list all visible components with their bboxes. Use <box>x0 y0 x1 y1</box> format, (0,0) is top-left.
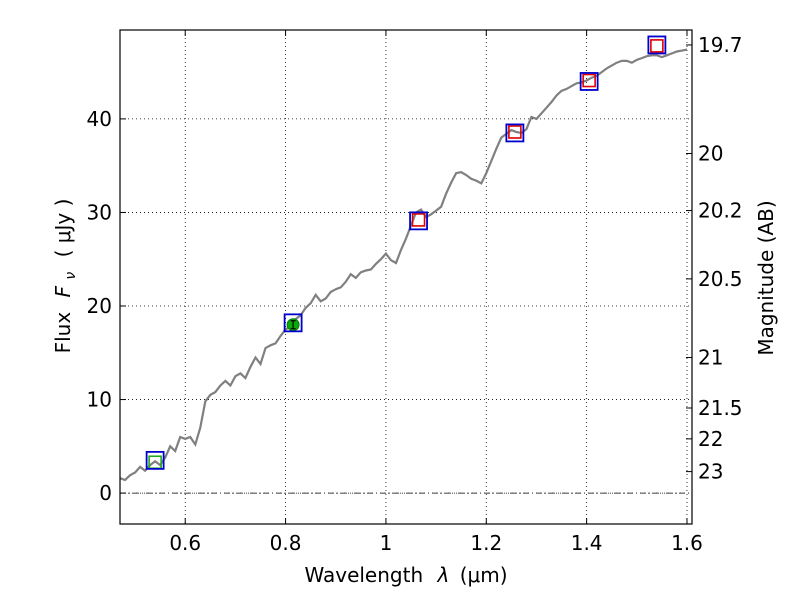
x-tick-label: 1.6 <box>671 531 703 555</box>
x-tick-label: 1 <box>380 531 393 555</box>
y-axis-label-symbol: F <box>51 285 75 297</box>
y-ticks: 0 10 20 30 40 <box>87 107 126 505</box>
y-axis-label: Flux F ν ( μJy ) <box>51 199 80 354</box>
y2-axis-label: Magnitude (AB) <box>754 200 778 355</box>
x-tick-label: 0.8 <box>270 531 302 555</box>
y-tick-label: 10 <box>87 388 112 412</box>
x-axis-label-unit: (μm) <box>460 563 508 587</box>
photometry-points <box>145 35 667 470</box>
y2-tick-label: 21.5 <box>698 396 743 420</box>
x-ticks: 0.6 0.8 1 1.2 1.4 1.6 <box>169 30 703 555</box>
sed-model-line <box>119 48 688 482</box>
observed-point <box>409 211 428 231</box>
y-axis-label-prefix: Flux <box>51 312 75 354</box>
x-tick-label: 1.2 <box>470 531 502 555</box>
x-tick-label: 0.6 <box>169 531 201 555</box>
observed-point <box>283 313 303 333</box>
y2-tick-label: 19.7 <box>698 33 743 57</box>
observed-point <box>579 72 599 91</box>
x-axis-label-text: Wavelength <box>304 563 423 587</box>
y2-tick-label: 22 <box>698 427 723 451</box>
y2-tick-label: 20.5 <box>698 267 743 291</box>
grid <box>120 30 692 524</box>
y-tick-label: 30 <box>87 200 112 224</box>
x-tick-label: 1.4 <box>571 531 603 555</box>
model-point <box>650 39 664 53</box>
y2-ticks: 19.7 20 20.2 20.5 21 21.5 22 23 <box>686 33 743 484</box>
y-tick-label: 20 <box>87 294 112 318</box>
y2-tick-label: 23 <box>698 460 723 484</box>
x-axis-label-symbol: λ <box>437 563 450 587</box>
y2-tick-label: 20 <box>698 142 723 166</box>
y2-tick-label: 21 <box>698 345 723 369</box>
observed-point <box>647 35 667 55</box>
y-axis-label-unit: ( μJy ) <box>51 199 75 258</box>
model-point <box>411 213 426 227</box>
y-tick-label: 40 <box>87 107 112 131</box>
y-axis-label-subscript: ν <box>63 272 79 280</box>
observed-point <box>145 450 165 470</box>
model-point <box>508 125 522 139</box>
plot-frame <box>119 29 693 525</box>
model-point <box>582 73 596 88</box>
y-tick-label: 0 <box>99 481 112 505</box>
x-axis-label: Wavelength λ (μm) <box>304 563 507 587</box>
y2-tick-label: 20.2 <box>698 199 743 223</box>
observed-point <box>505 123 525 143</box>
